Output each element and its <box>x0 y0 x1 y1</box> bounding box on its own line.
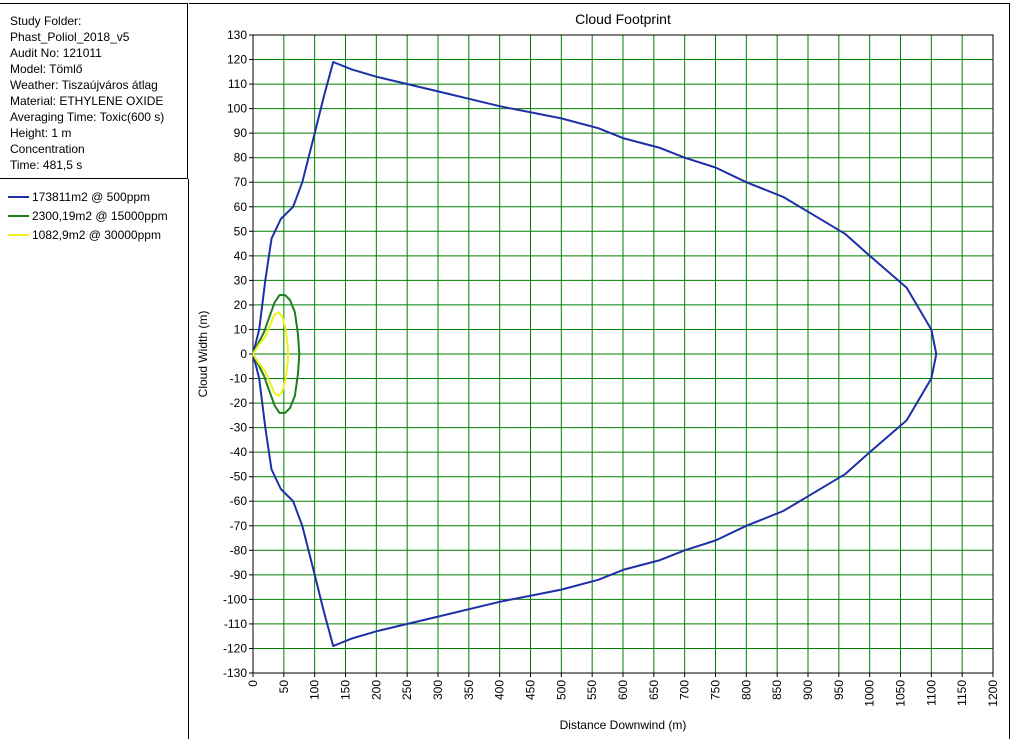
y-tick-label: -60 <box>230 494 248 508</box>
chart-panel: Cloud Footprint Distance Downwind (m) Cl… <box>189 3 1010 739</box>
concentration-label: Concentration <box>10 142 85 156</box>
x-tick-label: 800 <box>739 680 753 700</box>
y-tick-label: 60 <box>234 200 248 214</box>
x-tick-label: 900 <box>801 680 815 700</box>
x-axis-label: Distance Downwind (m) <box>560 718 687 732</box>
y-tick-label: 70 <box>234 175 248 189</box>
x-tick-label: 950 <box>832 680 846 700</box>
y-tick-label: -70 <box>230 519 248 533</box>
x-tick-label: 850 <box>770 680 784 700</box>
chart-title: Cloud Footprint <box>575 11 671 27</box>
study-info-box: Study Folder: Phast_Poliol_2018_v5 Audit… <box>0 3 188 179</box>
cloud-footprint-chart: Cloud Footprint Distance Downwind (m) Cl… <box>196 11 1000 732</box>
y-tick-label: 30 <box>234 273 248 287</box>
x-tick-label: 550 <box>585 680 599 700</box>
x-tick-label: 0 <box>246 680 260 687</box>
x-tick-label: 100 <box>308 680 322 700</box>
legend-swatch-15000ppm <box>8 215 29 217</box>
y-tick-label: 110 <box>228 77 247 91</box>
legend-swatch-30000ppm <box>8 234 29 236</box>
series-line-0 <box>252 61 938 647</box>
y-tick-label: -80 <box>230 543 248 557</box>
grid-layer <box>252 34 994 674</box>
y-axis-label: Cloud Width (m) <box>196 311 210 398</box>
material-name: Material: ETHYLENE OXIDE <box>10 94 164 108</box>
weather-name: Weather: Tiszaújváros átlag <box>10 78 158 92</box>
x-tick-label: 400 <box>493 680 507 700</box>
y-tick-label: -50 <box>230 470 248 484</box>
y-tick-label: 100 <box>227 102 247 116</box>
x-tick-label: 1050 <box>894 680 908 707</box>
y-tick-label: -20 <box>230 396 248 410</box>
model-name: Model: Tömlő <box>10 62 83 76</box>
x-tick-label: 250 <box>400 680 414 700</box>
x-tick-label: 1200 <box>986 680 1000 707</box>
y-tick-label: 80 <box>234 151 248 165</box>
y-tick-label: 20 <box>234 298 248 312</box>
audit-number: Audit No: 121011 <box>10 46 102 60</box>
y-tick-label: 130 <box>227 28 247 42</box>
x-tick-label: 700 <box>678 680 692 700</box>
x-tick-label: 200 <box>369 680 383 700</box>
legend-label-15000ppm: 2300,19m2 @ 15000ppm <box>32 209 168 223</box>
y-tick-label: 120 <box>227 53 247 67</box>
y-tick-label: -40 <box>230 445 248 459</box>
x-tick-label: 500 <box>554 680 568 700</box>
legend: 173811m2 @ 500ppm 2300,19m2 @ 15000ppm 1… <box>0 179 189 739</box>
y-tick-label: 0 <box>240 347 247 361</box>
legend-label-500ppm: 173811m2 @ 500ppm <box>32 190 151 204</box>
axis-layer: 0 50 100 150 200 250 300 350 400 450 500 550 600 650 7… <box>223 28 1000 707</box>
x-tick-label: 1000 <box>863 680 877 707</box>
x-tick-label: 300 <box>431 680 445 700</box>
x-tick-label: 600 <box>616 680 630 700</box>
y-tick-label: -130 <box>223 666 247 680</box>
y-tick-label: 40 <box>234 249 248 263</box>
y-tick-label: -120 <box>223 641 247 655</box>
series-line-2 <box>252 311 290 397</box>
y-tick-label: 90 <box>234 126 248 140</box>
x-tick-label: 350 <box>462 680 476 700</box>
x-tick-label: 450 <box>524 680 538 700</box>
legend-label-30000ppm: 1082,9m2 @ 30000ppm <box>32 228 161 242</box>
time-value: Time: 481,5 s <box>10 158 83 172</box>
height-value: Height: 1 m <box>10 126 72 140</box>
y-tick-label: -10 <box>230 372 248 386</box>
x-tick-label: 650 <box>647 680 661 700</box>
x-tick-label: 750 <box>709 680 723 700</box>
series-layer <box>252 61 938 647</box>
y-tick-label: 50 <box>234 224 248 238</box>
x-tick-label: 1150 <box>955 680 969 706</box>
y-tick-label: 10 <box>234 322 248 336</box>
y-tick-label: -100 <box>223 592 247 606</box>
y-tick-label: -90 <box>230 568 248 582</box>
left-panel: Study Folder: Phast_Poliol_2018_v5 Audit… <box>0 0 189 739</box>
x-tick-label: 50 <box>277 680 291 694</box>
study-folder-value: Phast_Poliol_2018_v5 <box>10 30 130 44</box>
y-tick-label: -110 <box>224 617 247 631</box>
series-line-1 <box>252 294 301 414</box>
averaging-time: Averaging Time: Toxic(600 s) <box>10 110 165 124</box>
legend-swatch-500ppm <box>8 196 29 198</box>
y-tick-label: -30 <box>230 421 248 435</box>
x-tick-label: 150 <box>339 680 353 700</box>
x-tick-label: 1100 <box>924 680 938 706</box>
study-folder-label: Study Folder: <box>10 14 82 28</box>
